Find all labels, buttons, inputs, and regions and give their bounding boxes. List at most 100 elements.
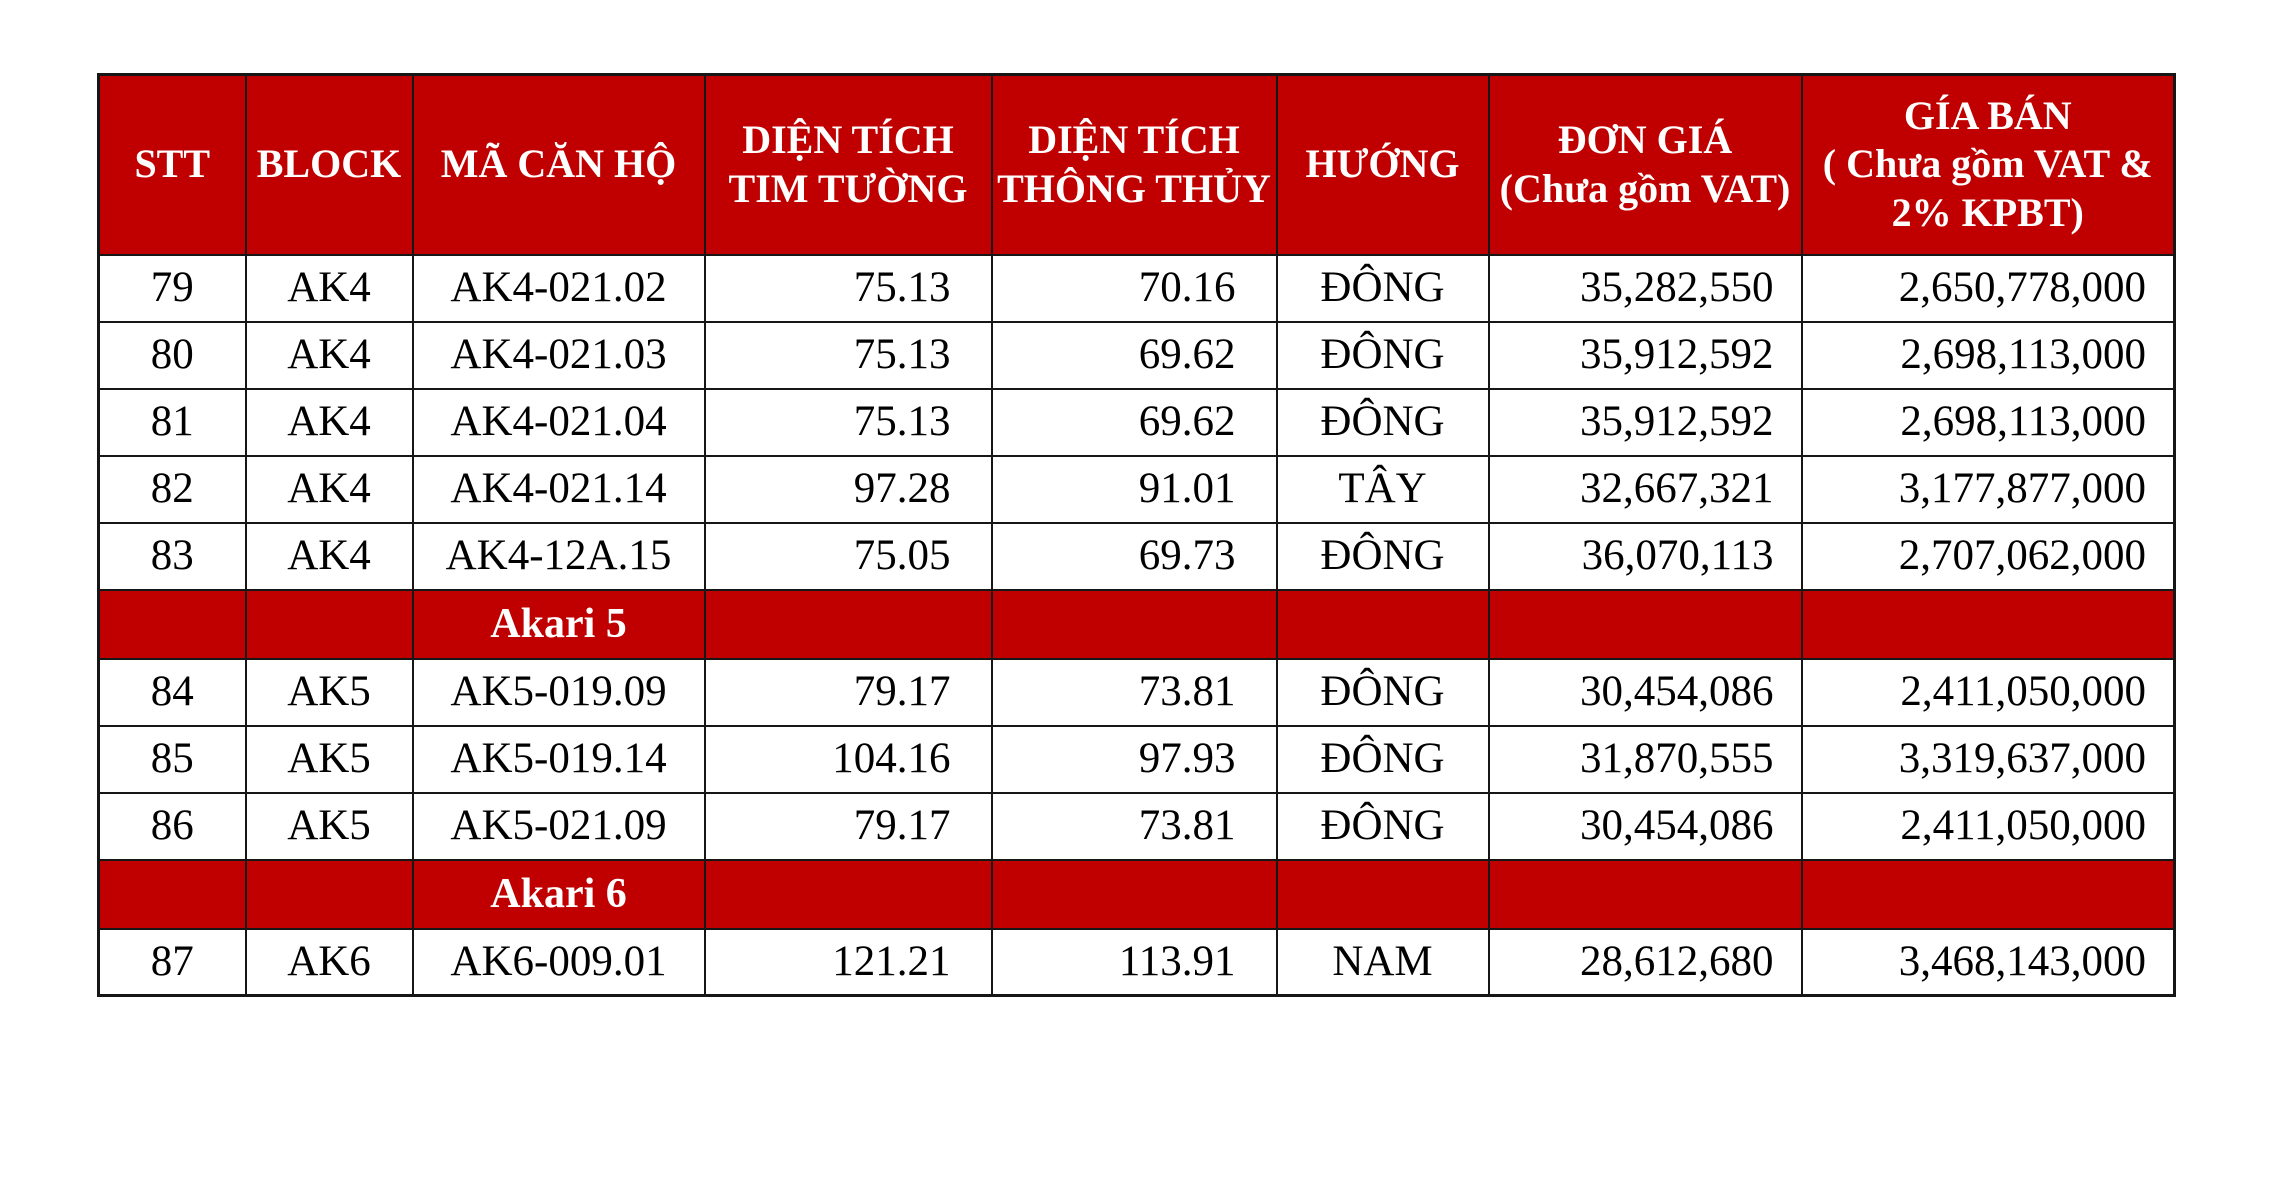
cell-don-gia: 32,667,321	[1487, 454, 1803, 524]
cell-huong: ĐÔNG	[1275, 521, 1490, 591]
section-cell-empty	[1275, 588, 1490, 660]
cell-dt-tim-tuong: 79.17	[703, 657, 993, 727]
cell-ma-can-ho: AK4-021.03	[411, 320, 706, 390]
cell-block: AK6	[244, 927, 414, 997]
cell-block: AK4	[244, 253, 414, 323]
cell-dt-tim-tuong: 97.28	[703, 454, 993, 524]
cell-stt: 83	[97, 521, 247, 591]
section-cell-empty	[1800, 858, 2176, 930]
cell-dt-thong-thuy: 69.62	[990, 320, 1278, 390]
cell-block: AK5	[244, 657, 414, 727]
cell-dt-thong-thuy: 91.01	[990, 454, 1278, 524]
section-cell-empty	[1487, 858, 1803, 930]
cell-don-gia: 30,454,086	[1487, 657, 1803, 727]
section-cell-empty	[244, 588, 414, 660]
section-label: Akari 6	[411, 858, 706, 930]
cell-huong: TÂY	[1275, 454, 1490, 524]
cell-gia-ban: 3,319,637,000	[1800, 724, 2176, 794]
cell-huong: ĐÔNG	[1275, 724, 1490, 794]
header-cell-don-gia: ĐƠN GIÁ (Chưa gồm VAT)	[1487, 73, 1803, 256]
section-cell-empty	[97, 588, 247, 660]
cell-don-gia: 36,070,113	[1487, 521, 1803, 591]
cell-gia-ban: 2,650,778,000	[1800, 253, 2176, 323]
cell-ma-can-ho: AK5-019.09	[411, 657, 706, 727]
header-cell-gia-ban: GÍA BÁN ( Chưa gồm VAT & 2% KPBT)	[1800, 73, 2176, 256]
header-cell-huong: HƯỚNG	[1275, 73, 1490, 256]
table-row: 81 AK4 AK4-021.04 75.13 69.62 ĐÔNG 35,91…	[97, 387, 2176, 457]
cell-dt-tim-tuong: 104.16	[703, 724, 993, 794]
section-cell-empty	[97, 858, 247, 930]
cell-gia-ban: 3,177,877,000	[1800, 454, 2176, 524]
cell-don-gia: 35,282,550	[1487, 253, 1803, 323]
cell-block: AK4	[244, 387, 414, 457]
cell-dt-tim-tuong: 75.05	[703, 521, 993, 591]
cell-dt-tim-tuong: 75.13	[703, 387, 993, 457]
cell-ma-can-ho: AK5-019.14	[411, 724, 706, 794]
table-row: 80 AK4 AK4-021.03 75.13 69.62 ĐÔNG 35,91…	[97, 320, 2176, 390]
section-label: Akari 5	[411, 588, 706, 660]
table-row: 86 AK5 AK5-021.09 79.17 73.81 ĐÔNG 30,45…	[97, 791, 2176, 861]
header-cell-dt-tim-tuong: DIỆN TÍCH TIM TƯỜNG	[703, 73, 993, 256]
cell-huong: ĐÔNG	[1275, 657, 1490, 727]
section-cell-empty	[990, 588, 1278, 660]
cell-dt-tim-tuong: 121.21	[703, 927, 993, 997]
section-cell-empty	[703, 858, 993, 930]
table-row: 83 AK4 AK4-12A.15 75.05 69.73 ĐÔNG 36,07…	[97, 521, 2176, 591]
cell-stt: 81	[97, 387, 247, 457]
cell-don-gia: 28,612,680	[1487, 927, 1803, 997]
section-cell-empty	[703, 588, 993, 660]
header-cell-ma-can-ho: MÃ CĂN HỘ	[411, 73, 706, 256]
cell-block: AK5	[244, 791, 414, 861]
cell-gia-ban: 2,698,113,000	[1800, 320, 2176, 390]
price-table: STT BLOCK MÃ CĂN HỘ DIỆN TÍCH TIM TƯỜNG …	[97, 73, 2176, 997]
cell-ma-can-ho: AK4-021.02	[411, 253, 706, 323]
section-cell-empty	[1487, 588, 1803, 660]
cell-gia-ban: 3,468,143,000	[1800, 927, 2176, 997]
cell-stt: 79	[97, 253, 247, 323]
cell-don-gia: 30,454,086	[1487, 791, 1803, 861]
table-row: 82 AK4 AK4-021.14 97.28 91.01 TÂY 32,667…	[97, 454, 2176, 524]
cell-dt-tim-tuong: 75.13	[703, 320, 993, 390]
header-cell-dt-thong-thuy: DIỆN TÍCH THÔNG THỦY	[990, 73, 1278, 256]
cell-gia-ban: 2,411,050,000	[1800, 657, 2176, 727]
section-cell-empty	[990, 858, 1278, 930]
cell-don-gia: 35,912,592	[1487, 387, 1803, 457]
cell-dt-thong-thuy: 97.93	[990, 724, 1278, 794]
section-cell-empty	[1800, 588, 2176, 660]
cell-ma-can-ho: AK6-009.01	[411, 927, 706, 997]
cell-block: AK4	[244, 521, 414, 591]
cell-gia-ban: 2,411,050,000	[1800, 791, 2176, 861]
cell-don-gia: 35,912,592	[1487, 320, 1803, 390]
cell-block: AK4	[244, 454, 414, 524]
cell-huong: ĐÔNG	[1275, 253, 1490, 323]
table-row: 84 AK5 AK5-019.09 79.17 73.81 ĐÔNG 30,45…	[97, 657, 2176, 727]
header-cell-block: BLOCK	[244, 73, 414, 256]
section-row-akari-5: Akari 5	[97, 588, 2176, 660]
cell-gia-ban: 2,707,062,000	[1800, 521, 2176, 591]
section-cell-empty	[1275, 858, 1490, 930]
table-row: 87 AK6 AK6-009.01 121.21 113.91 NAM 28,6…	[97, 927, 2176, 997]
cell-dt-thong-thuy: 73.81	[990, 791, 1278, 861]
cell-ma-can-ho: AK4-021.14	[411, 454, 706, 524]
table-row: 85 AK5 AK5-019.14 104.16 97.93 ĐÔNG 31,8…	[97, 724, 2176, 794]
cell-dt-tim-tuong: 79.17	[703, 791, 993, 861]
cell-dt-thong-thuy: 73.81	[990, 657, 1278, 727]
cell-block: AK4	[244, 320, 414, 390]
cell-dt-thong-thuy: 69.62	[990, 387, 1278, 457]
cell-stt: 85	[97, 724, 247, 794]
cell-huong: ĐÔNG	[1275, 791, 1490, 861]
cell-stt: 86	[97, 791, 247, 861]
cell-stt: 87	[97, 927, 247, 997]
cell-ma-can-ho: AK5-021.09	[411, 791, 706, 861]
cell-gia-ban: 2,698,113,000	[1800, 387, 2176, 457]
cell-dt-thong-thuy: 69.73	[990, 521, 1278, 591]
cell-ma-can-ho: AK4-12A.15	[411, 521, 706, 591]
table-row: 79 AK4 AK4-021.02 75.13 70.16 ĐÔNG 35,28…	[97, 253, 2176, 323]
header-cell-stt: STT	[97, 73, 247, 256]
cell-block: AK5	[244, 724, 414, 794]
section-cell-empty	[244, 858, 414, 930]
cell-dt-tim-tuong: 75.13	[703, 253, 993, 323]
cell-huong: ĐÔNG	[1275, 320, 1490, 390]
cell-huong: ĐÔNG	[1275, 387, 1490, 457]
